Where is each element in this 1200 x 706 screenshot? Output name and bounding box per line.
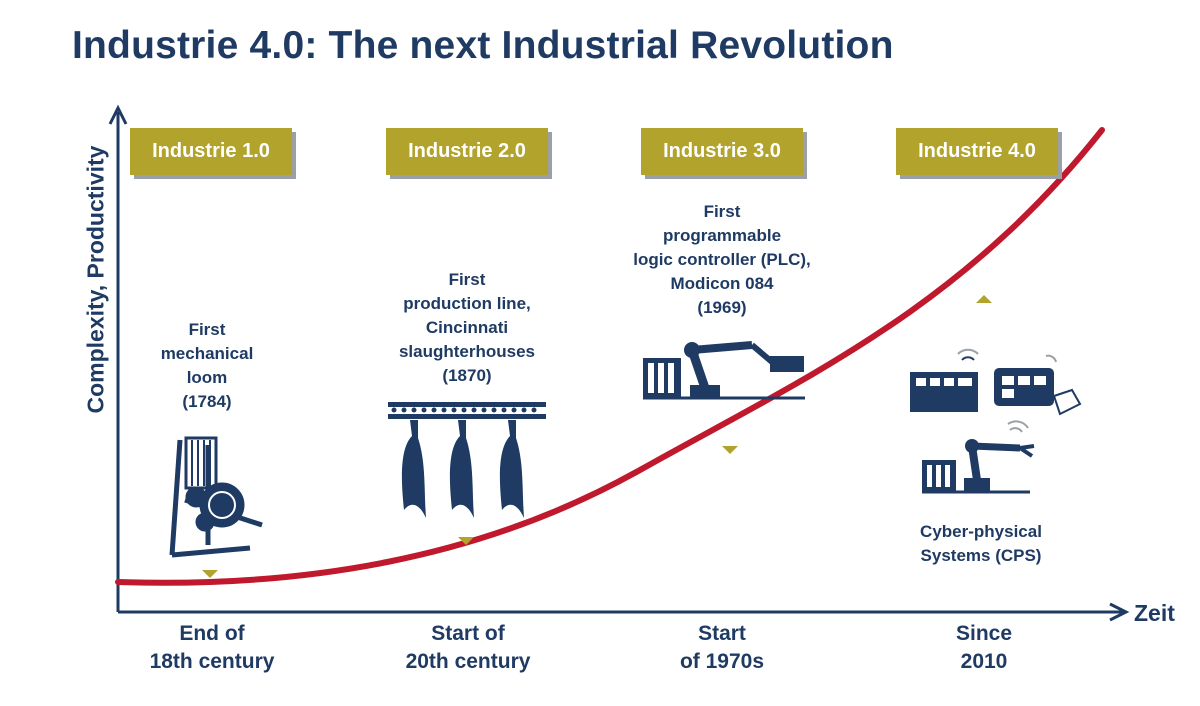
period-industrie-3: Start of 1970s [632, 620, 812, 676]
era-markers [202, 295, 992, 578]
era-box-industrie-1: Industrie 1.0 [130, 128, 292, 175]
era-box-industrie-2: Industrie 2.0 [386, 128, 548, 175]
milestone-line: logic controller (PLC), [633, 250, 811, 269]
period-line: Start of [431, 622, 505, 645]
milestone-industrie-3: First programmable logic controller (PLC… [606, 200, 838, 320]
period-industrie-4: Since 2010 [894, 620, 1074, 676]
period-line: 20th century [405, 650, 531, 673]
milestone-line: (1969) [697, 298, 747, 317]
milestone-line: Cyber-physical [920, 522, 1042, 541]
milestone-line: Systems (CPS) [920, 546, 1042, 565]
period-line: Start [698, 622, 746, 645]
y-axis-label: Complexity, Productivity [82, 145, 109, 414]
marker-triangle-up [976, 295, 992, 303]
milestone-line: First [703, 202, 741, 221]
milestone-line: Cincinnati [425, 318, 509, 337]
marker-triangle-down [722, 446, 738, 454]
production-line-icon [388, 402, 546, 518]
milestone-line: production line, [403, 294, 531, 313]
milestone-line: programmable [662, 226, 782, 245]
milestone-line: slaughterhouses [398, 342, 536, 361]
milestone-line: loom [186, 368, 228, 387]
era-box-industrie-3: Industrie 3.0 [641, 128, 803, 175]
page-title: Industrie 4.0: The next Industrial Revol… [72, 24, 894, 67]
milestone-line: First [448, 270, 486, 289]
x-axis-arrow [1109, 602, 1130, 622]
growth-curve [115, 127, 1105, 586]
period-industrie-1: End of 18th century [122, 620, 302, 676]
milestone-line: First [188, 320, 226, 339]
mechanical-loom-icon [169, 436, 263, 558]
axes [108, 104, 1130, 622]
milestone-industrie-1: First mechanical loom (1784) [142, 318, 272, 414]
period-line: 18th century [149, 650, 275, 673]
milestone-line: mechanical [160, 344, 254, 363]
milestone-industrie-2: First production line, Cincinnati slaugh… [372, 268, 562, 388]
y-axis-arrow [108, 104, 128, 125]
milestone-line: (1784) [182, 392, 232, 411]
period-industrie-2: Start of 20th century [378, 620, 558, 676]
period-line: 2010 [960, 650, 1008, 673]
marker-triangle-down [202, 570, 218, 578]
x-axis-label: Zeit [1134, 600, 1175, 626]
marker-triangle-down [458, 537, 474, 545]
period-line: Since [955, 622, 1013, 645]
milestone-line: (1870) [442, 366, 492, 385]
milestone-line: Modicon 084 [670, 274, 774, 293]
era-box-industrie-4: Industrie 4.0 [896, 128, 1058, 175]
period-line: of 1970s [679, 650, 765, 673]
plc-robot-arm-icon [643, 341, 805, 400]
milestone-industrie-4: Cyber-physical Systems (CPS) [886, 520, 1076, 568]
cyber-physical-systems-icon [910, 348, 1082, 494]
period-line: End of [179, 622, 245, 645]
